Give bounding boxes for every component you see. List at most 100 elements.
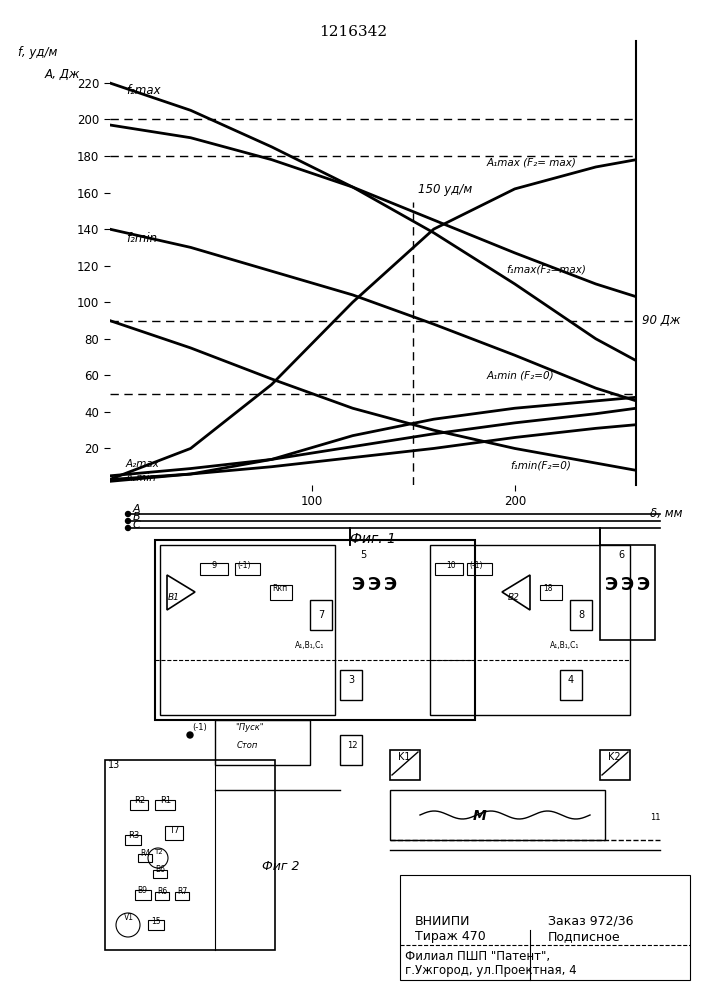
Text: 11: 11 [650,813,660,822]
Text: A, Дж: A, Дж [45,68,81,81]
Text: C: C [133,520,141,530]
Text: Фиг 2: Фиг 2 [262,860,300,873]
Bar [165,826,183,840]
Bar [153,870,167,878]
Text: (-1): (-1) [192,723,206,732]
Text: K2: K2 [608,752,621,762]
Bar [340,735,362,765]
Text: f₂max: f₂max [126,84,160,97]
Text: (-1): (-1) [469,561,482,570]
Bar [125,835,141,845]
Text: 7: 7 [318,610,325,620]
Circle shape [126,518,131,524]
Text: 15: 15 [151,917,160,926]
Text: 1216342: 1216342 [320,25,387,39]
Text: R6: R6 [157,887,168,896]
Bar [570,600,592,630]
Text: 4: 4 [568,675,574,685]
Text: δ, мм: δ, мм [650,507,683,520]
Bar [270,585,292,600]
Text: Э: Э [605,576,618,594]
Bar [200,563,228,575]
Text: 3: 3 [348,675,354,685]
Text: 150 уд/м: 150 уд/м [418,183,472,196]
Text: K1: K1 [398,752,411,762]
Bar [175,892,189,900]
Bar [235,563,260,575]
Bar [390,790,605,840]
Text: V1: V1 [124,913,134,922]
Text: 10: 10 [446,561,455,570]
Text: A₁min (F₂=0): A₁min (F₂=0) [486,371,554,381]
Text: f₁min(F₂=0): f₁min(F₂=0) [510,461,571,471]
Text: R2: R2 [134,796,145,805]
Text: Заказ 972/36: Заказ 972/36 [548,915,633,928]
Text: Стоп: Стоп [237,741,258,750]
Bar [390,750,420,780]
Text: "Пуск": "Пуск" [235,723,264,732]
Bar [467,563,492,575]
Text: A₁,B₁,C₁: A₁,B₁,C₁ [295,641,325,650]
Bar [105,760,275,950]
Bar [130,800,148,810]
Text: 5: 5 [360,550,366,560]
Text: Фиг. 1: Фиг. 1 [350,532,396,546]
Text: Э: Э [384,576,397,594]
Circle shape [126,526,131,530]
Bar [560,670,582,700]
Text: T7: T7 [169,826,180,835]
Text: B: B [133,512,141,522]
Text: R3: R3 [128,831,139,840]
Bar [435,563,463,575]
Bar [148,920,164,930]
Text: B9: B9 [137,886,147,895]
Text: 18: 18 [543,584,552,593]
Circle shape [126,512,131,516]
Text: Э: Э [368,576,381,594]
Bar [138,854,152,862]
Bar [340,670,362,700]
Text: M: M [473,809,487,823]
Bar [155,800,175,810]
Circle shape [187,732,193,738]
Bar [215,720,310,765]
Bar [600,750,630,780]
Text: Э: Э [352,576,365,594]
Text: R4: R4 [140,849,151,858]
Text: (-1): (-1) [237,561,250,570]
Bar [155,540,475,720]
Bar [430,545,630,715]
Bar [155,892,169,900]
Text: 13: 13 [108,760,120,770]
Bar [400,875,690,980]
Text: 12: 12 [347,741,358,750]
Bar [310,600,332,630]
Bar [600,545,655,640]
Text: 90 Дж: 90 Дж [643,314,681,327]
Text: A₂min: A₂min [126,473,157,483]
Bar [540,585,562,600]
Text: Подписное: Подписное [548,930,621,943]
Text: г.Ужгород, ул.Проектная, 4: г.Ужгород, ул.Проектная, 4 [405,964,577,977]
Text: Э: Э [621,576,634,594]
Bar [135,890,151,900]
Text: Тираж 470: Тираж 470 [415,930,486,943]
Text: A: A [133,504,141,514]
Text: Э: Э [637,576,650,594]
Text: B6: B6 [155,865,165,874]
Text: ВНИИПИ: ВНИИПИ [415,915,470,928]
Text: A₁max (F₂= max): A₁max (F₂= max) [486,157,576,167]
Text: B2: B2 [508,593,520,602]
Text: Rкп: Rкп [272,584,287,593]
Text: Филиал ПШП "Патент",: Филиал ПШП "Патент", [405,950,550,963]
Bar [160,545,335,715]
Text: 8: 8 [578,610,584,620]
Text: f₁max(F₂=max): f₁max(F₂=max) [507,265,587,275]
Text: B1: B1 [168,593,180,602]
Text: A₁,B₁,C₁: A₁,B₁,C₁ [550,641,579,650]
Text: 6: 6 [618,550,624,560]
Text: 9: 9 [212,561,217,570]
Text: T2: T2 [154,849,163,855]
Text: f₂min: f₂min [126,232,157,245]
Text: A₂max: A₂max [126,459,160,469]
